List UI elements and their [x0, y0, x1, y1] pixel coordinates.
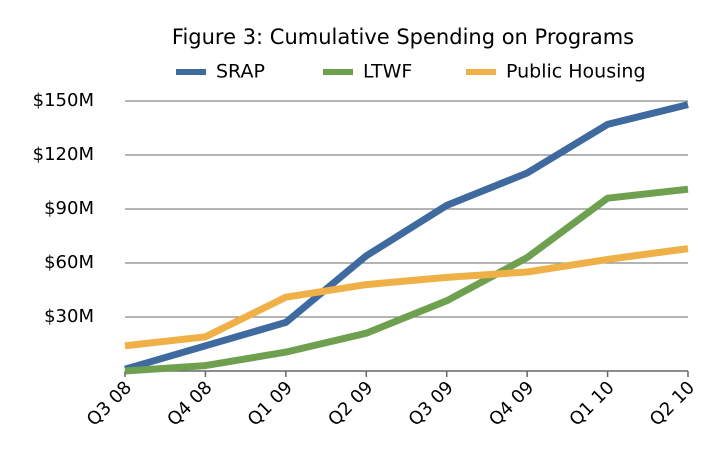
- legend-label: LTWF: [363, 61, 412, 83]
- x-tick-label: Q4 09: [485, 377, 538, 430]
- y-tick-label: $150M: [33, 90, 94, 111]
- y-tick-label: $120M: [33, 144, 94, 165]
- series-line: [124, 185, 689, 375]
- series-line: [124, 101, 689, 373]
- x-tick-label: Q3 08: [83, 377, 136, 430]
- y-tick-label: $30M: [44, 306, 94, 327]
- x-tick-label: Q4 08: [163, 377, 216, 430]
- x-tick-label: Q2 09: [324, 377, 377, 430]
- x-tick-label: Q1 10: [565, 377, 618, 430]
- y-tick-label: $90M: [44, 198, 94, 219]
- y-tick-label: $60M: [44, 252, 94, 273]
- x-tick-label: Q3 09: [405, 377, 458, 430]
- chart-title: Figure 3: Cumulative Spending on Program…: [172, 25, 634, 49]
- legend-label: SRAP: [216, 61, 265, 83]
- x-tick-label: Q2 10: [646, 377, 699, 430]
- legend-label: Public Housing: [506, 61, 646, 83]
- x-tick-label: Q1 09: [244, 377, 297, 430]
- series-line: [124, 245, 689, 350]
